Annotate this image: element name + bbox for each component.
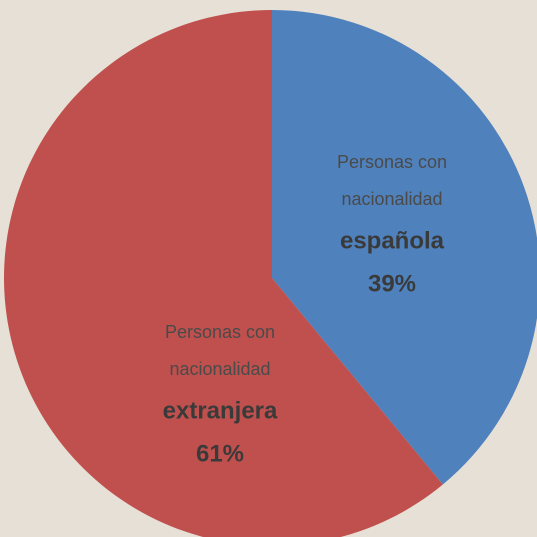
slice-label-line: Personas con xyxy=(337,152,447,172)
slice-category: extranjera xyxy=(163,397,278,424)
slice-label-line: Personas con xyxy=(165,322,275,342)
slice-label-line: nacionalidad xyxy=(341,189,442,209)
slice-value-label: 61% xyxy=(196,440,244,467)
pie-slice xyxy=(4,10,443,537)
slice-value-label: 39% xyxy=(368,270,416,297)
slice-category: española xyxy=(340,227,445,254)
pie-slice xyxy=(272,10,537,485)
slice-label-line: nacionalidad xyxy=(169,359,270,379)
